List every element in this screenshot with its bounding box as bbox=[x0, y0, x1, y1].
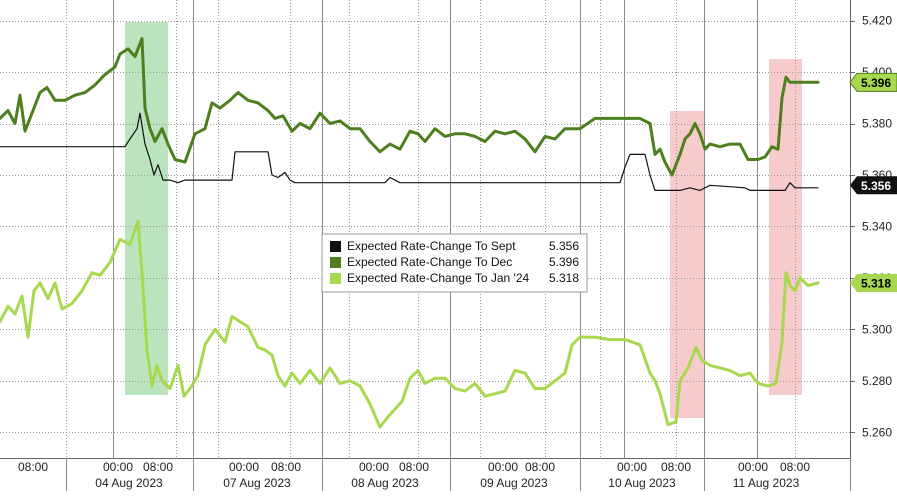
x-time-label: 00:00 bbox=[229, 460, 259, 474]
last-value-label: 5.356 bbox=[861, 179, 891, 193]
x-time-label: 08:00 bbox=[661, 460, 691, 474]
series-line-1 bbox=[0, 112, 819, 191]
x-date-label: 04 Aug 2023 bbox=[95, 476, 163, 490]
x-time-label: 08:00 bbox=[143, 460, 173, 474]
x-time-label: 08:00 bbox=[399, 460, 429, 474]
x-time-label: 00:00 bbox=[617, 460, 647, 474]
last-value-label: 5.396 bbox=[861, 76, 891, 90]
x-time-label: 08:00 bbox=[780, 460, 810, 474]
x-time-label: 08:00 bbox=[18, 460, 48, 474]
x-date-label: 10 Aug 2023 bbox=[608, 476, 676, 490]
y-tick-label: 5.380 bbox=[862, 117, 892, 131]
x-time-label: 08:00 bbox=[525, 460, 555, 474]
legend-value: 5.396 bbox=[549, 255, 579, 269]
last-value-badge bbox=[850, 274, 897, 293]
legend-box bbox=[321, 233, 588, 293]
last-value-badge bbox=[849, 72, 897, 92]
x-time-label: 00:00 bbox=[359, 460, 389, 474]
x-date-label: 08 Aug 2023 bbox=[351, 476, 419, 490]
x-time-label: 00:00 bbox=[738, 460, 768, 474]
x-date-label: 07 Aug 2023 bbox=[223, 476, 291, 490]
y-tick-label: 5.420 bbox=[862, 14, 892, 28]
x-time-label: 08:00 bbox=[271, 460, 301, 474]
series-line-2 bbox=[0, 37, 820, 177]
y-tick-label: 5.300 bbox=[862, 322, 892, 336]
last-value-label: 5.318 bbox=[861, 277, 891, 291]
x-date-label: 11 Aug 2023 bbox=[733, 476, 800, 490]
legend-swatch bbox=[330, 257, 341, 268]
legend-swatch bbox=[330, 273, 341, 284]
y-tick-label: 5.340 bbox=[862, 219, 892, 233]
highlight-red-2 bbox=[769, 59, 802, 395]
series-line-3 bbox=[0, 219, 820, 429]
x-date-label: 09 Aug 2023 bbox=[480, 476, 548, 490]
legend-value: 5.356 bbox=[549, 239, 579, 253]
legend-label: Expected Rate-Change To Sept bbox=[347, 239, 516, 253]
legend-swatch bbox=[330, 241, 341, 252]
y-tick-label: 5.280 bbox=[862, 374, 892, 388]
legend-label: Expected Rate-Change To Dec bbox=[347, 255, 512, 269]
legend-value: 5.318 bbox=[549, 271, 579, 285]
last-value-badge bbox=[850, 176, 897, 195]
x-time-label: 00:00 bbox=[103, 460, 133, 474]
y-tick-label: 5.260 bbox=[862, 425, 892, 439]
legend-label: Expected Rate-Change To Jan '24 bbox=[347, 271, 530, 285]
x-time-label: 00:00 bbox=[488, 460, 518, 474]
